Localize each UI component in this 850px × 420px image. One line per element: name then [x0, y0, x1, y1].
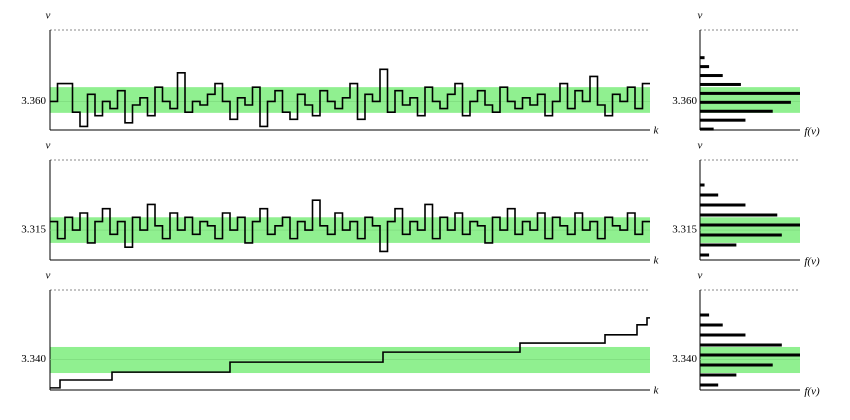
y-tick-label: 3.315	[21, 224, 46, 236]
hist-bar	[700, 56, 705, 60]
hist-bar	[700, 353, 800, 357]
hist-x-label: f(v)	[804, 386, 820, 398]
hist-bar	[700, 127, 714, 131]
x-axis-label: k	[654, 125, 660, 137]
hist-bar	[700, 100, 791, 104]
hist-x-label: f(v)	[804, 256, 820, 268]
y-axis-label: v	[46, 140, 51, 152]
hist-bar	[700, 109, 773, 113]
hist-y-label: v	[698, 270, 703, 282]
hist-tick-label: 3.360	[672, 95, 697, 107]
hist-bar	[700, 383, 719, 387]
step-line	[50, 199, 650, 253]
hist-bar	[700, 183, 705, 187]
x-axis-label: k	[654, 255, 660, 267]
band	[50, 346, 650, 374]
y-axis-label: v	[46, 10, 51, 22]
hist-tick-label: 3.315	[672, 224, 697, 236]
hist-bar	[700, 193, 719, 197]
hist-y-label: v	[698, 10, 703, 22]
hist-bar	[700, 343, 782, 347]
hist-bar	[700, 333, 746, 337]
hist-y-label: v	[698, 140, 703, 152]
hist-bar	[700, 223, 800, 227]
hist-bar	[700, 363, 773, 367]
hist-bar	[700, 91, 800, 95]
hist-x-label: f(v)	[804, 126, 820, 138]
hist-bar	[700, 203, 746, 207]
hist-bar	[700, 233, 782, 237]
hist-bar	[700, 253, 710, 257]
step-line	[50, 317, 650, 389]
hist-band	[700, 87, 800, 113]
step-line	[50, 68, 650, 128]
hist-bar	[700, 213, 778, 217]
hist-bar	[700, 243, 737, 247]
y-tick-label: 3.360	[21, 95, 46, 107]
hist-bar	[700, 313, 710, 317]
hist-bar	[700, 373, 737, 377]
hist-bar	[700, 65, 710, 69]
y-axis-label: v	[46, 270, 51, 282]
hist-bar	[700, 82, 741, 86]
y-tick-label: 3.340	[21, 353, 46, 365]
hist-bar	[700, 118, 746, 122]
hist-bar	[700, 323, 723, 327]
x-axis-label: k	[654, 385, 660, 397]
hist-band	[700, 346, 800, 374]
hist-tick-label: 3.340	[672, 353, 697, 365]
hist-bar	[700, 74, 723, 78]
